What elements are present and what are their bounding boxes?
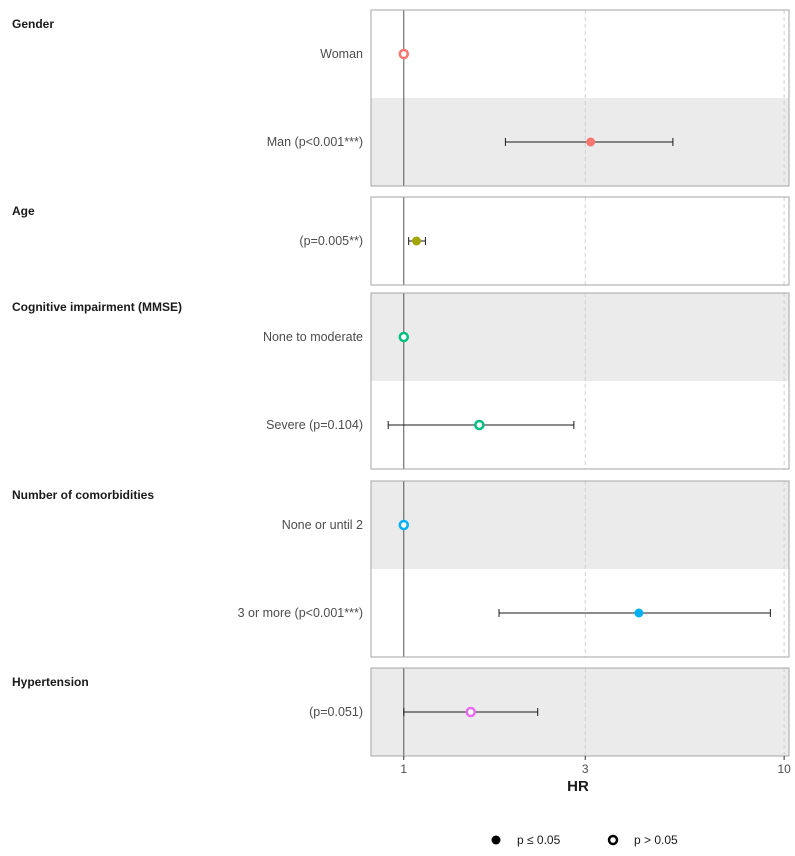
row-shade — [371, 293, 789, 381]
x-tick-label: 3 — [582, 762, 589, 776]
row-label: None to moderate — [263, 330, 363, 344]
hr-point-hollow — [398, 519, 410, 531]
legend-label: p > 0.05 — [634, 833, 678, 847]
hr-point-hollow — [474, 419, 485, 431]
panel-border — [370, 196, 790, 286]
legend-hollow-marker — [607, 834, 619, 846]
row-label: Woman — [320, 47, 363, 61]
panel-border — [370, 480, 790, 658]
hr-point-hollow — [465, 706, 477, 718]
hr-point-filled — [586, 137, 596, 147]
panel-border — [370, 292, 790, 470]
row-shade — [371, 481, 789, 569]
row-label: (p=0.005**) — [299, 234, 363, 248]
row-label: Man (p<0.001***) — [267, 135, 363, 149]
group-title: Age — [12, 204, 35, 218]
legend-label: p ≤ 0.05 — [517, 833, 561, 847]
panel-border — [370, 667, 790, 757]
x-tick-label: 1 — [400, 762, 407, 776]
row-label: 3 or more (p<0.001***) — [238, 606, 363, 620]
group-title: Hypertension — [12, 675, 89, 689]
group-title: Cognitive impairment (MMSE) — [12, 300, 182, 314]
hr-point-filled — [634, 608, 644, 618]
hr-point-filled — [411, 236, 421, 246]
row-label: Severe (p=0.104) — [266, 418, 363, 432]
panel-border — [370, 9, 790, 187]
group-title: Gender — [12, 17, 54, 31]
legend-filled-marker — [491, 835, 501, 845]
hr-point-hollow — [398, 331, 410, 343]
x-tick-label: 10 — [777, 762, 791, 776]
row-label: None or until 2 — [282, 518, 363, 532]
hr-point-hollow — [398, 48, 410, 60]
row-label: (p=0.051) — [309, 705, 363, 719]
group-title: Number of comorbidities — [12, 488, 154, 502]
x-axis-title: HR — [567, 778, 589, 795]
